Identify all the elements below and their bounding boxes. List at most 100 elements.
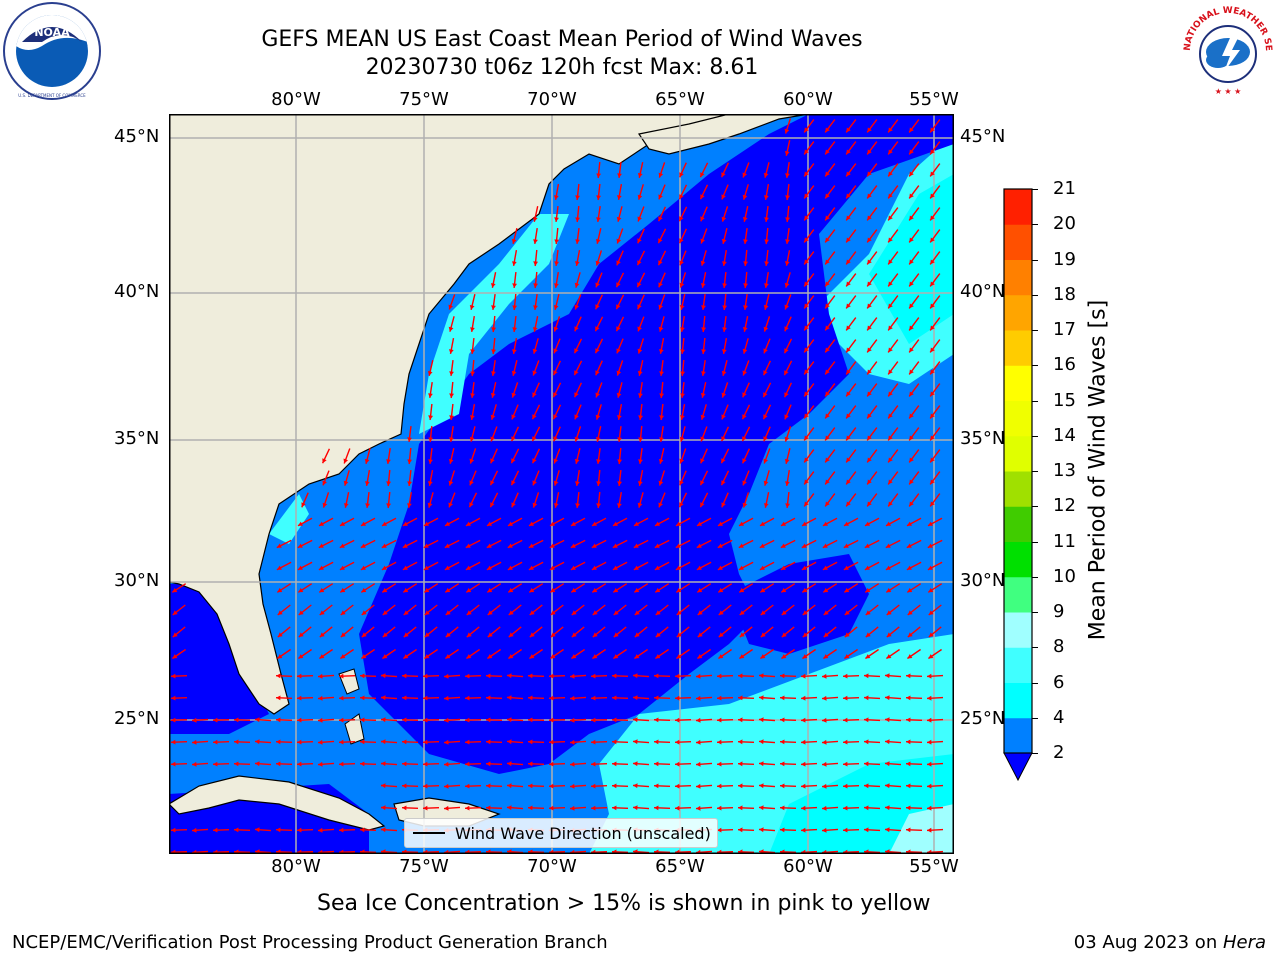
wave-arrow-head [465, 565, 471, 570]
wave-arrow-head [448, 459, 454, 464]
wave-arrow-head [591, 761, 596, 767]
wave-arrow-head [843, 761, 848, 767]
wave-arrow-head [616, 304, 621, 310]
wave-arrow-head [318, 695, 323, 701]
wave-arrow-head [490, 414, 496, 420]
colorbar-tick-label: 16 [1053, 354, 1076, 376]
wave-arrow-head [192, 717, 197, 723]
wave-arrow-head [676, 587, 682, 593]
wave-arrow-head [864, 827, 869, 833]
wave-arrow-head [844, 610, 850, 615]
wave-arrow-head [613, 632, 619, 638]
wave-arrow-head [785, 195, 790, 200]
colorbar-tick-label: 11 [1053, 530, 1076, 552]
noaa-logo-text: NOAA [34, 26, 70, 39]
wave-arrow-head [637, 502, 643, 508]
wave-arrow-head [658, 194, 663, 200]
wave-arrow-head [865, 610, 871, 615]
wave-arrow-head [382, 610, 388, 615]
svg-text:U.S. DEPARTMENT OF COMMERCE: U.S. DEPARTMENT OF COMMERCE [18, 93, 86, 98]
wave-arrow-head [823, 632, 829, 638]
wave-arrow-head [322, 502, 328, 508]
wave-arrow-head [696, 543, 702, 548]
wave-arrow-head [612, 543, 618, 548]
wave-arrow-head [700, 172, 705, 178]
wave-arrow-head [486, 673, 491, 679]
wave-arrow-head [508, 587, 514, 593]
wave-arrow-head [549, 805, 554, 811]
wave-arrow-head [574, 326, 579, 332]
wave-arrow-head [575, 481, 580, 486]
wave-arrow-head [574, 392, 579, 398]
wave-arrow-head [718, 587, 724, 593]
wave-arrow-head [575, 195, 580, 200]
wave-arrow-head [213, 717, 218, 723]
wave-arrow-head [909, 303, 914, 309]
wave-arrow-head [318, 827, 323, 833]
wave-arrow-head [888, 413, 893, 419]
colorbar-tick-mark [1032, 753, 1038, 754]
wave-arrow-head [802, 587, 808, 593]
wave-arrow-head [864, 543, 870, 548]
colorbar-band [1004, 717, 1032, 754]
wave-arrow-head [825, 193, 830, 199]
wave-arrow-head [591, 783, 596, 789]
wave-arrow-head [469, 436, 475, 442]
wave-arrow-head [763, 414, 768, 420]
wave-arrow-head [361, 632, 367, 638]
wave-arrow-head [448, 326, 454, 332]
wave-arrow-head [570, 543, 576, 548]
wave-arrow-head [801, 543, 807, 548]
wave-arrow-head [532, 502, 538, 508]
wave-arrow-head [659, 415, 664, 420]
wave-arrow-head [802, 521, 807, 526]
colorbar-tick-mark [1032, 400, 1038, 402]
wave-arrow-head [654, 739, 659, 745]
wave-arrow-head [486, 783, 491, 789]
wave-arrow-head [676, 632, 682, 638]
wave-arrow-head [402, 717, 407, 723]
wave-arrow-head [508, 610, 514, 615]
wave-arrow-head [909, 171, 914, 177]
wave-arrow-head [742, 436, 747, 442]
region-dark-blue-core [359, 114, 954, 774]
wave-arrow-head [928, 654, 934, 659]
wave-arrow-head [550, 610, 556, 615]
wave-arrow-head [637, 304, 642, 310]
wave-arrow-head [742, 348, 748, 354]
wave-arrow-head [864, 673, 869, 679]
wave-arrow-head [738, 783, 743, 789]
wave-arrow-head [759, 739, 764, 745]
wave-arrow-head [822, 783, 827, 789]
wave-arrow-head [508, 654, 514, 659]
wave-arrow-head [528, 673, 533, 679]
wave-arrow-head [570, 717, 575, 723]
wave-arrow-head [192, 827, 197, 833]
wave-arrow-head [700, 260, 706, 266]
wave-arrow-head [617, 173, 622, 178]
wave-arrow-head [722, 305, 727, 310]
wave-arrow-head [722, 327, 727, 332]
wave-arrow-head [487, 610, 493, 615]
wave-arrow-head [424, 521, 429, 526]
wave-arrow-head [804, 325, 809, 331]
land-nova-scotia [638, 114, 810, 155]
wave-arrow-head [276, 739, 281, 745]
wave-arrow-head [339, 717, 344, 723]
wave-arrow-head [343, 458, 348, 464]
colorbar-tick-mark [1032, 576, 1038, 578]
wave-arrow-head [574, 414, 579, 420]
wave-arrow-head [927, 761, 932, 767]
wave-arrow-head [638, 481, 643, 486]
wave-arrow-head [637, 194, 643, 200]
lat-tick-left-4: 30°N [114, 570, 160, 591]
wave-arrow-head [906, 695, 911, 701]
wave-arrow-head [549, 783, 554, 789]
wave-arrow-head [532, 370, 537, 376]
wave-arrow-head [785, 173, 790, 178]
wave-arrow-head [381, 543, 387, 548]
wave-arrow-head [885, 673, 890, 679]
wave-arrow-head [298, 587, 304, 593]
wave-arrow-head [448, 304, 453, 310]
wave-arrow-head [507, 739, 512, 745]
